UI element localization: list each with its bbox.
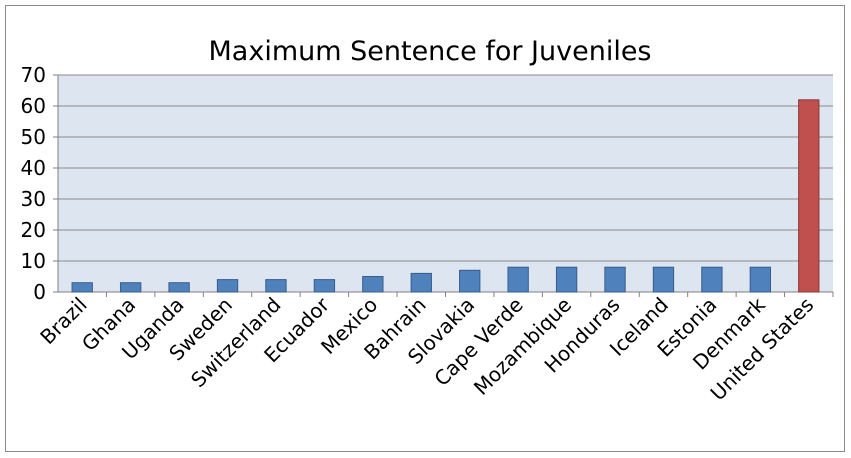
bar	[652, 266, 675, 293]
bar	[798, 99, 820, 293]
bar	[71, 282, 93, 293]
bar	[604, 266, 626, 293]
y-tick-label: 60	[21, 94, 46, 118]
bar	[313, 279, 336, 293]
bar	[507, 266, 529, 293]
bar	[168, 282, 190, 293]
bar	[119, 282, 142, 293]
plot-area: 010203040506070BrazilGhanaUgandaSwedenSw…	[21, 63, 834, 405]
y-tick-label: 40	[21, 156, 46, 180]
bar	[459, 269, 481, 293]
bar	[410, 272, 432, 293]
plot-background	[58, 75, 833, 292]
bar	[216, 279, 239, 293]
bar	[555, 266, 578, 293]
y-tick-label: 70	[21, 63, 46, 87]
chart-title: Maximum Sentence for Juveniles	[209, 36, 652, 67]
y-tick-label: 0	[33, 280, 46, 304]
bar	[265, 279, 287, 293]
bar	[701, 266, 723, 293]
y-tick-label: 10	[21, 249, 46, 273]
y-tick-label: 50	[21, 125, 46, 149]
bar	[362, 276, 384, 293]
y-tick-label: 20	[21, 218, 46, 242]
y-tick-label: 30	[21, 187, 46, 211]
bar	[749, 266, 772, 293]
